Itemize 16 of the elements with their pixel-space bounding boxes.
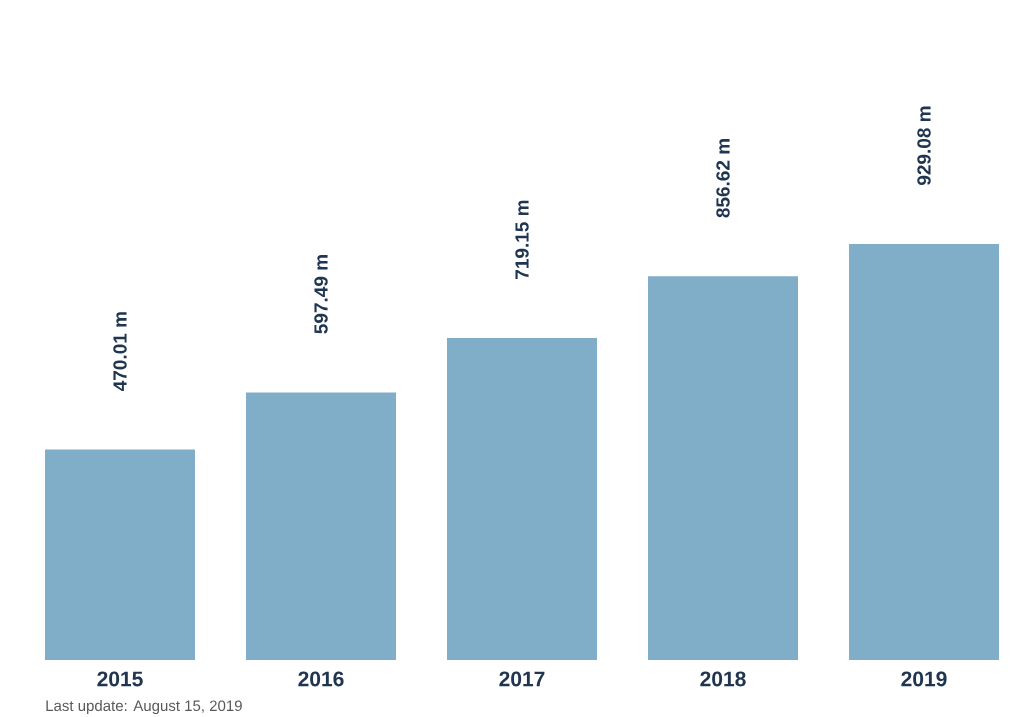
data-label: 597.49 m [314, 255, 328, 334]
x-tick-label: 2015 [97, 671, 143, 687]
x-tick-label: 2017 [499, 671, 545, 687]
text: Last update: August 15, 2019 [46, 700, 242, 714]
bar [447, 337, 597, 660]
data-label: 929.08 m [917, 106, 931, 186]
bar [648, 276, 798, 660]
x-tick-label: 2018 [700, 671, 746, 687]
bar [849, 243, 999, 660]
data-label: 470.01 m [113, 312, 127, 392]
data-label: 856.62 m [716, 139, 730, 218]
data-label: 719.15 m [515, 200, 529, 279]
bar [45, 449, 195, 660]
x-tick-label: 2019 [901, 671, 947, 687]
bar [246, 392, 396, 660]
x-tick-label: 2016 [298, 671, 344, 687]
